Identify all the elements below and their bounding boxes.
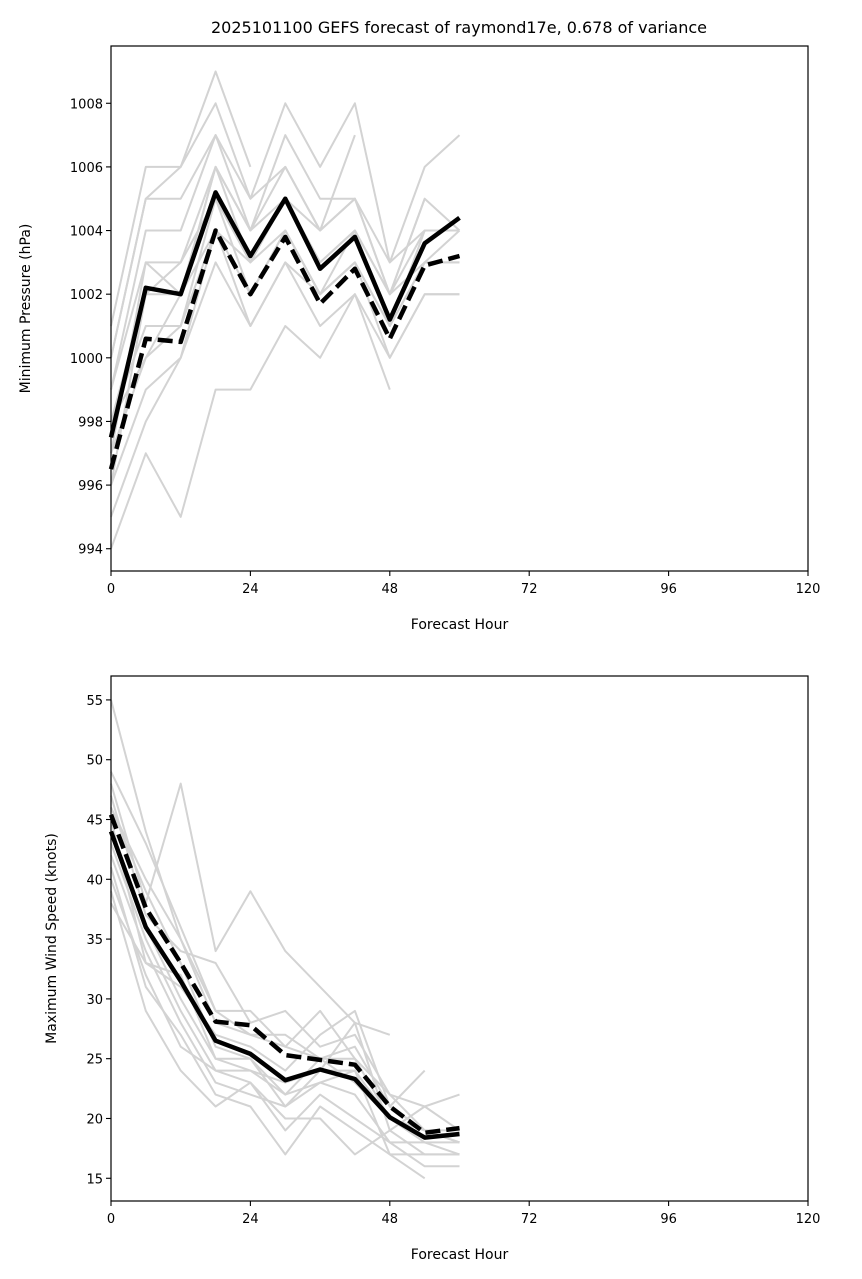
- pressure-y-tick-label: 1004: [70, 225, 103, 240]
- wind-ensemble-member-line: [110, 878, 460, 1144]
- wind-x-tick-label: 48: [382, 1212, 399, 1227]
- wind-y-tick-label: 40: [86, 873, 103, 888]
- wind-ensemble-member-line: [110, 902, 460, 1156]
- pressure-x-tick-label: 120: [796, 582, 821, 597]
- pressure-y-tick-label: 998: [78, 415, 103, 430]
- pressure-ensemble-member-line: [110, 261, 460, 518]
- pressure-ensemble-member-line: [110, 293, 391, 550]
- pressure-y-tick-label: 994: [78, 543, 103, 558]
- wind-y-tick-label: 55: [86, 694, 103, 709]
- wind-x-tick-label: 24: [242, 1212, 259, 1227]
- wind-ensemble-member-line: [110, 807, 460, 1144]
- pressure-y-tick-label: 1006: [70, 161, 103, 176]
- wind-ensemble-member-line: [110, 699, 460, 1132]
- wind-dashed-series-line: [108, 813, 460, 1136]
- pressure-y-axis-label: Minimum Pressure (hPa): [18, 224, 34, 394]
- pressure-x-tick-label: 24: [242, 582, 259, 597]
- wind-x-tick-label: 72: [521, 1212, 538, 1227]
- wind-y-tick-label: 20: [86, 1112, 103, 1127]
- wind-ensemble-member-line: [110, 843, 460, 1156]
- pressure-y-tick-label: 1008: [70, 97, 103, 112]
- pressure-x-axis-label: Forecast Hour: [411, 617, 509, 633]
- wind-y-tick-label: 25: [86, 1053, 103, 1068]
- pressure-mean-series-line: [108, 190, 461, 438]
- wind-x-axis-label: Forecast Hour: [411, 1247, 509, 1263]
- wind-y-tick-label: 50: [86, 754, 103, 769]
- wind-x-tick-label: 120: [796, 1212, 821, 1227]
- wind-ensemble-member-line: [110, 782, 391, 1036]
- pressure-dashed-series-line: [108, 228, 461, 470]
- wind-panel: 0 24 48 72 96 120 15 20 25 30 35 40 45 50 55 Forecast H…: [44, 675, 821, 1263]
- pressure-ensemble-member-line: [110, 229, 461, 486]
- pressure-x-tick-label: 72: [521, 582, 538, 597]
- pressure-y-tick-label: 1002: [70, 288, 103, 303]
- pressure-axes-frame: [110, 45, 809, 572]
- wind-x-tick-label: 96: [660, 1212, 677, 1227]
- wind-mean-series-line: [108, 830, 460, 1140]
- wind-y-tick-label: 15: [86, 1172, 103, 1187]
- wind-ensemble-member-line: [110, 891, 461, 1156]
- pressure-ensemble-member-line: [110, 134, 356, 454]
- pressure-ensemble-member-line: [110, 197, 460, 486]
- wind-y-axis-label: Maximum Wind Speed (knots): [44, 833, 60, 1044]
- wind-y-tick-label: 30: [86, 993, 103, 1008]
- pressure-ensemble-member-line: [110, 102, 461, 327]
- wind-y-tick-label: 45: [86, 814, 103, 829]
- pressure-x-tick-label: 0: [107, 582, 115, 597]
- chart-title: 2025101100 GEFS forecast of raymond17e, …: [211, 18, 707, 37]
- pressure-y-tick-label: 1000: [70, 352, 103, 367]
- wind-axes-frame: [110, 675, 809, 1202]
- wind-y-tick-label: 35: [86, 933, 103, 948]
- pressure-ensemble-member-line: [110, 229, 460, 422]
- wind-x-tick-label: 0: [107, 1212, 115, 1227]
- pressure-panel: 0 24 48 72 96 120 994 996 998 1000 1002 1004 1006 100…: [18, 45, 821, 633]
- pressure-y-tick-label: 996: [78, 479, 103, 494]
- pressure-x-tick-label: 96: [660, 582, 677, 597]
- pressure-x-tick-label: 48: [382, 582, 399, 597]
- wind-ensemble-member-line: [110, 867, 426, 1180]
- pressure-ensemble-member-line: [110, 134, 426, 359]
